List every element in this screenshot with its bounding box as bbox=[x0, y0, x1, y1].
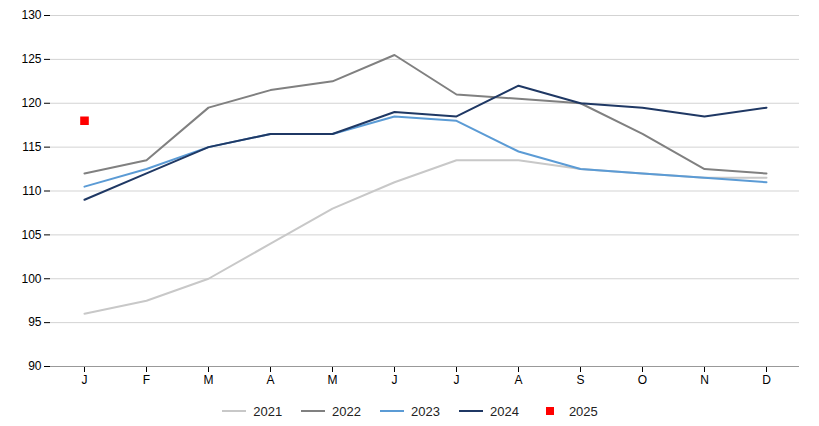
svg-text:115: 115 bbox=[22, 140, 41, 154]
html-text:2021: 2021 bbox=[253, 403, 283, 419]
svg-text:J: J bbox=[454, 373, 460, 387]
html-text:2025: 2025 bbox=[568, 403, 598, 419]
svg-text:130: 130 bbox=[21, 8, 41, 22]
svg-text:F: F bbox=[143, 373, 150, 387]
svg-text:D: D bbox=[762, 373, 771, 387]
svg-text:120: 120 bbox=[21, 96, 41, 110]
svg-text:S: S bbox=[576, 373, 584, 387]
svg-text:J: J bbox=[82, 373, 88, 387]
svg-text:M: M bbox=[204, 373, 214, 387]
svg-text:A: A bbox=[266, 373, 274, 387]
svg-text:125: 125 bbox=[21, 52, 41, 66]
html-text:2022: 2022 bbox=[332, 403, 361, 419]
svg-text:A: A bbox=[514, 373, 522, 387]
svg-text:N: N bbox=[700, 373, 709, 387]
svg-text:M: M bbox=[328, 373, 338, 387]
svg-text:90: 90 bbox=[28, 359, 42, 373]
svg-text:105: 105 bbox=[21, 228, 41, 242]
html-text:2023: 2023 bbox=[411, 403, 440, 419]
svg-text:J: J bbox=[392, 373, 398, 387]
svg-text:100: 100 bbox=[21, 272, 41, 286]
svg-text:O: O bbox=[638, 373, 647, 387]
svg-text:110: 110 bbox=[22, 184, 41, 198]
svg-text:95: 95 bbox=[28, 315, 42, 329]
html-text:2024: 2024 bbox=[490, 403, 519, 419]
